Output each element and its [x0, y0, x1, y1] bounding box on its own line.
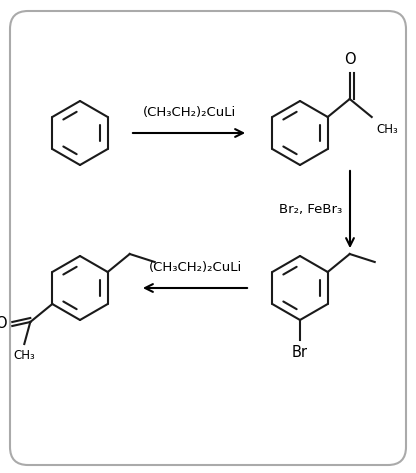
- Text: (CH₃CH₂)₂CuLi: (CH₃CH₂)₂CuLi: [142, 106, 235, 119]
- Text: O: O: [0, 316, 6, 332]
- Text: CH₃: CH₃: [377, 123, 399, 136]
- Text: O: O: [344, 52, 356, 67]
- Text: Br₂, FeBr₃: Br₂, FeBr₃: [279, 203, 342, 216]
- Text: CH₃: CH₃: [13, 349, 35, 362]
- FancyBboxPatch shape: [10, 11, 406, 465]
- Text: (CH₃CH₂)₂CuLi: (CH₃CH₂)₂CuLi: [149, 261, 242, 274]
- Text: Br: Br: [292, 345, 308, 360]
